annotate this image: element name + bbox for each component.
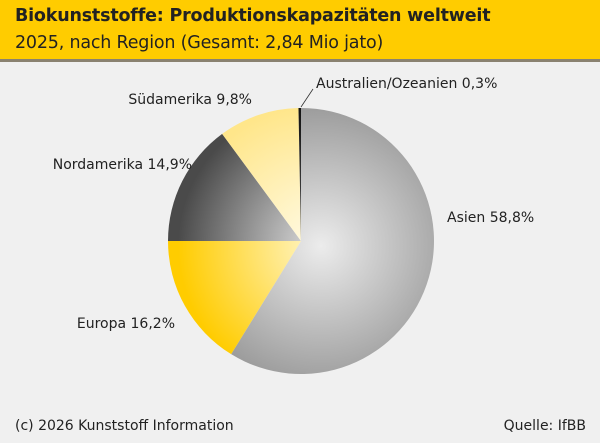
chart-title: Biokunststoffe: Produktionskapazitäten w… (15, 6, 491, 26)
pie-slice-australien-ozeanien (298, 108, 301, 241)
pie-slice-nordamerika (168, 133, 301, 241)
label-australien: Australien/Ozeanien 0,3% (316, 76, 497, 92)
label-nordamerika: Nordamerika 14,9% (53, 157, 192, 173)
australien-leader-line (300, 88, 314, 108)
chart-subtitle: 2025, nach Region (Gesamt: 2,84 Mio jato… (15, 33, 384, 53)
header-bar: Biokunststoffe: Produktionskapazitäten w… (0, 0, 600, 62)
label-suedamerika: Südamerika 9,8% (128, 92, 252, 108)
pie-slice-südamerika (222, 108, 301, 242)
label-europa: Europa 16,2% (77, 316, 175, 332)
label-asien: Asien 58,8% (447, 210, 534, 226)
pie-slice-asien (231, 108, 435, 374)
pie-slice-europa (168, 241, 301, 355)
source-text: Quelle: IfBB (503, 418, 586, 434)
copyright-text: (c) 2026 Kunststoff Information (15, 418, 234, 434)
